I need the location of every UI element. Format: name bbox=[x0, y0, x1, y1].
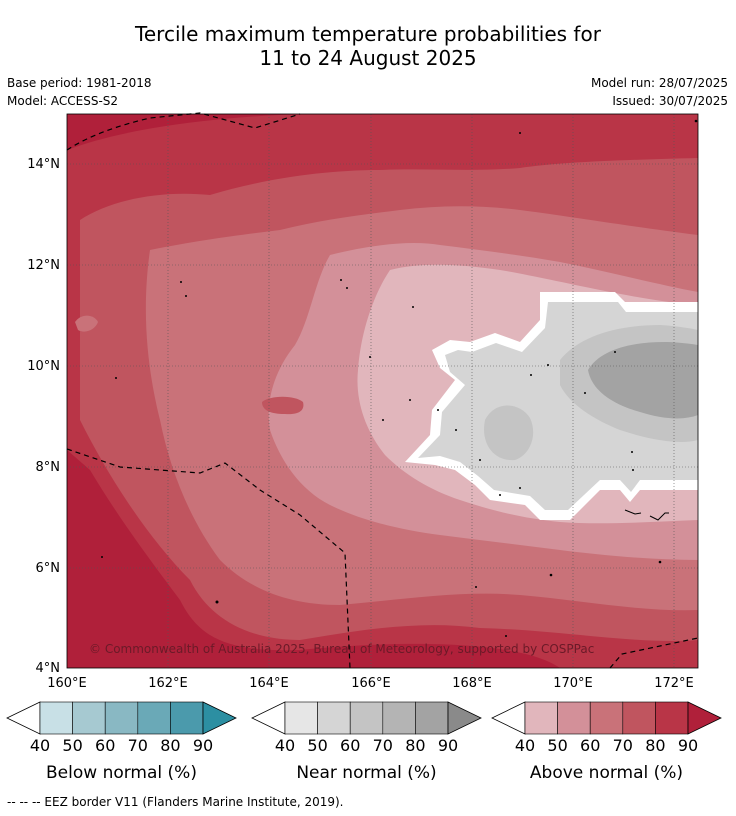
meta-right: Model run: 28/07/2025 Issued: 30/07/2025 bbox=[591, 74, 728, 110]
graticule bbox=[67, 114, 698, 668]
legend-swatch bbox=[137, 701, 171, 735]
legend-title: Near normal (%) bbox=[296, 763, 436, 783]
legend-tick-label: 70 bbox=[373, 736, 393, 755]
lat-label: 4°N bbox=[36, 661, 61, 676]
lon-label: 168°E bbox=[452, 676, 492, 691]
legend-swatch bbox=[104, 701, 139, 735]
near-normal-60 bbox=[588, 342, 698, 419]
legend-tick-label: 50 bbox=[62, 736, 82, 755]
legend-extend-high bbox=[202, 701, 237, 735]
lon-label: 160°E bbox=[47, 676, 87, 691]
legend-swatch bbox=[524, 701, 558, 735]
legend-extend-low bbox=[6, 701, 41, 735]
legend-extend-low bbox=[491, 701, 526, 735]
legend-above-normal: 40 50 60 70 80 90 Above normal (%) bbox=[491, 701, 722, 783]
lat-label: 10°N bbox=[27, 359, 60, 374]
legend-extend-low bbox=[251, 701, 286, 735]
legend-below-normal: 40 50 60 70 80 90 Below normal (%) bbox=[6, 701, 237, 783]
legend-swatch bbox=[622, 701, 656, 735]
eez-borders bbox=[66, 112, 699, 669]
legend-tick-label: 90 bbox=[678, 736, 698, 755]
legend-swatch bbox=[557, 701, 591, 735]
legend-tick-label: 80 bbox=[405, 736, 425, 755]
base-period: Base period: 1981-2018 bbox=[7, 76, 152, 90]
legend-swatch bbox=[349, 701, 384, 735]
legend-tick-label: 60 bbox=[580, 736, 600, 755]
legend-swatch bbox=[415, 701, 449, 735]
legend-tick-label: 90 bbox=[193, 736, 213, 755]
above-patch-west bbox=[75, 315, 98, 332]
lon-label: 164°E bbox=[249, 676, 289, 691]
lat-label: 12°N bbox=[27, 258, 60, 273]
legend-tick-label: 90 bbox=[438, 736, 458, 755]
probability-map: © Commonwealth of Australia 2025, Bureau… bbox=[6, 112, 722, 783]
lat-label: 14°N bbox=[27, 157, 60, 172]
legend-tick-label: 70 bbox=[613, 736, 633, 755]
legend-swatch bbox=[655, 701, 689, 735]
legend-swatch bbox=[39, 701, 73, 735]
legend-tick-label: 40 bbox=[30, 736, 50, 755]
legend-title: Below normal (%) bbox=[46, 763, 197, 783]
legend-swatch bbox=[170, 701, 204, 735]
legend-tick-label: 50 bbox=[307, 736, 327, 755]
legend-swatch bbox=[317, 701, 351, 735]
legend-tick-label: 60 bbox=[340, 736, 360, 755]
copyright-text: © Commonwealth of Australia 2025, Bureau… bbox=[89, 642, 594, 656]
atolls bbox=[624, 509, 669, 521]
model-run: Model run: 28/07/2025 bbox=[590, 76, 728, 90]
legend-extend-high bbox=[447, 701, 482, 735]
lon-label: 162°E bbox=[148, 676, 188, 691]
legend-tick-label: 70 bbox=[128, 736, 148, 755]
eez-footnote: -- -- -- EEZ border V11 (Flanders Marine… bbox=[7, 795, 344, 809]
legend-swatch bbox=[382, 701, 416, 735]
lat-label: 6°N bbox=[36, 561, 61, 576]
issued-date: Issued: 30/07/2025 bbox=[612, 94, 728, 108]
legend-tick-label: 80 bbox=[645, 736, 665, 755]
legend-tick-label: 80 bbox=[160, 736, 180, 755]
map-title-line-1: Tercile maximum temperature probabilitie… bbox=[135, 22, 601, 46]
meta-left: Base period: 1981-2018 Model: ACCESS-S2 bbox=[7, 74, 152, 110]
legend-tick-label: 60 bbox=[95, 736, 115, 755]
legend-tick-label: 50 bbox=[547, 736, 567, 755]
legend-swatch bbox=[589, 701, 624, 735]
model-name: Model: ACCESS-S2 bbox=[7, 94, 119, 108]
legend-swatch bbox=[284, 701, 318, 735]
map-title-line-2: 11 to 24 August 2025 bbox=[259, 46, 477, 70]
islands bbox=[101, 119, 698, 637]
lon-label: 172°E bbox=[654, 676, 694, 691]
legend-title: Above normal (%) bbox=[530, 763, 683, 783]
map-fill-layer bbox=[67, 114, 698, 668]
legend-tick-label: 40 bbox=[275, 736, 295, 755]
above-patch-mid bbox=[262, 396, 304, 415]
map-frame bbox=[66, 113, 699, 669]
lat-label: 8°N bbox=[36, 460, 61, 475]
legend-tick-label: 40 bbox=[515, 736, 535, 755]
lon-label: 166°E bbox=[351, 676, 391, 691]
legend-extend-high bbox=[687, 701, 722, 735]
legend-swatch bbox=[72, 701, 106, 735]
near-normal-50-small bbox=[484, 405, 534, 461]
lon-label: 170°E bbox=[553, 676, 593, 691]
